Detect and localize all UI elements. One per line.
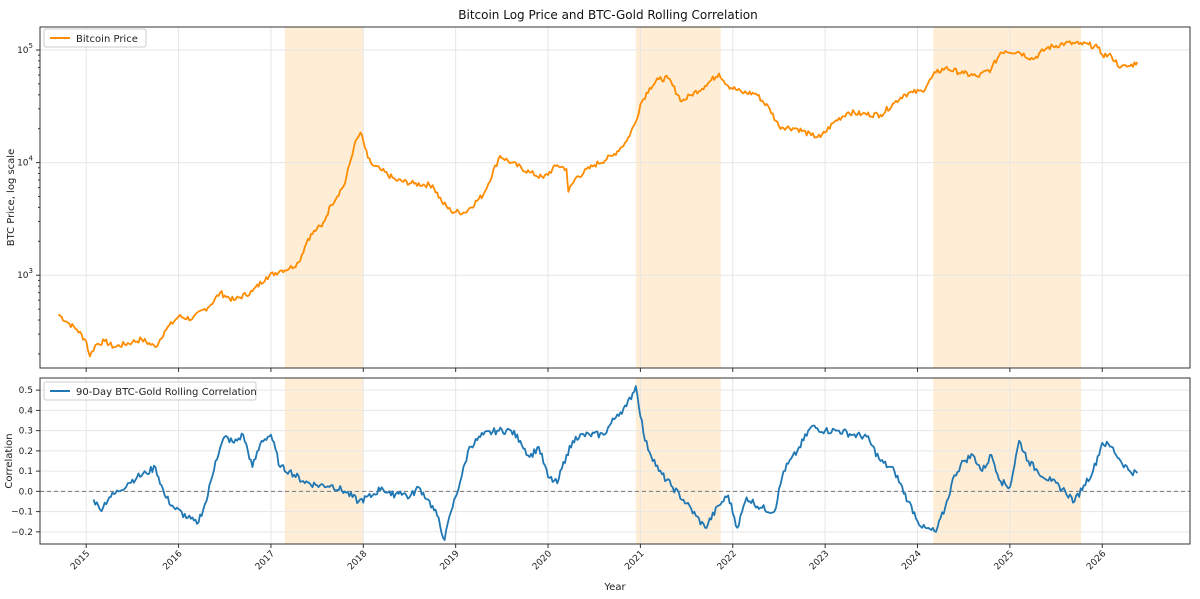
top-legend: Bitcoin Price [43,28,147,48]
bottom-y-tick-label: 0.2 [19,447,33,457]
shaded-period-top-2 [933,27,1082,368]
shaded-period-bottom-0 [284,378,364,544]
top-y-tick-label: 104 [17,155,33,169]
x-axis-label: Year [603,582,626,593]
x-tick-label: 2017 [254,549,277,572]
shaded-period-bottom-1 [635,378,721,544]
top-y-axis-label: BTC Price, log scale [6,149,17,247]
x-tick-label: 2018 [346,549,369,572]
bottom-axes-frame [39,377,1191,545]
top-axes-frame [39,26,1191,369]
price-panel: 103 104 105 BTC Price, log scale Bitcoin P… [6,26,1191,372]
correlation-panel: −0.2−0.10.00.10.20.30.40.5 2015 2016 2017 2… [4,377,1191,593]
top-shaded-periods [284,27,1082,368]
bottom-y-tick-label: 0.4 [19,406,34,416]
bottom-y-tick-label: −0.2 [11,528,33,538]
chart-title: Bitcoin Log Price and BTC-Gold Rolling C… [458,8,757,22]
bottom-legend-label: 90-Day BTC-Gold Rolling Correlation [76,387,257,398]
x-tick-label: 2019 [439,549,462,572]
bottom-y-ticks: −0.2 −0.1 0.0 0.1 0.2 0.3 0.4 0.5 [11,386,40,538]
bottom-y-tick-label: 0.1 [19,467,33,477]
bottom-gridlines [40,378,1190,544]
x-tick-label: 2023 [808,549,831,572]
bottom-y-tick-label: 0.3 [19,427,33,437]
top-legend-label: Bitcoin Price [76,34,138,45]
bottom-y-axis-label: Correlation [4,433,15,488]
bottom-y-tick-label: 0.0 [19,487,34,497]
x-tick-label: 2024 [900,549,923,572]
bottom-y-tick-label: 0.5 [19,386,33,396]
shaded-period-top-1 [635,27,721,368]
x-tick-label: 2025 [993,549,1016,572]
x-tick-label: 2022 [716,549,739,572]
x-tick-label: 2026 [1085,549,1108,572]
shaded-period-bottom-2 [933,378,1082,544]
correlation-line [92,385,1138,541]
bottom-shaded-periods [284,378,1082,544]
top-gridlines [40,27,1190,368]
x-tick-label: 2021 [623,549,646,572]
bottom-legend-box [43,381,257,401]
bottom-x-ticks: 2015 2016 2017 2018 2019 2020 2021 2022 2023 2024… [69,544,1109,572]
top-y-tick-label: 105 [17,42,33,56]
x-tick-label: 2015 [69,549,92,572]
shaded-period-top-0 [284,27,364,368]
bottom-legend: 90-Day BTC-Gold Rolling Correlation [43,381,257,401]
top-legend-box [43,28,147,48]
x-tick-label: 2020 [531,549,554,572]
top-y-tick-label: 103 [17,267,33,281]
bitcoin-price-line [57,40,1139,358]
x-tick-label: 2016 [161,549,184,572]
bottom-y-tick-label: −0.1 [11,508,33,518]
